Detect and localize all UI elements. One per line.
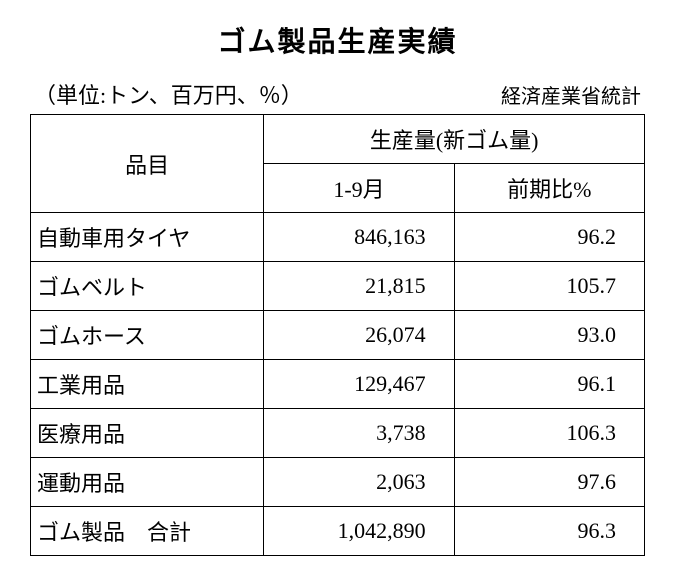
- item-cell: ゴムホース: [31, 311, 264, 360]
- compare-cell: 96.3: [454, 507, 644, 556]
- compare-cell: 105.7: [454, 262, 644, 311]
- compare-cell: 106.3: [454, 409, 644, 458]
- compare-cell: 97.6: [454, 458, 644, 507]
- unit-label: （単位:トン、百万円、％）: [34, 78, 303, 110]
- table-row: 工業用品 129,467 96.1: [31, 360, 645, 409]
- table-row-total: ゴム製品 合計 1,042,890 96.3: [31, 507, 645, 556]
- table-row: ゴムベルト 21,815 105.7: [31, 262, 645, 311]
- compare-cell: 96.1: [454, 360, 644, 409]
- value-cell: 129,467: [264, 360, 454, 409]
- table-row: 自動車用タイヤ 846,163 96.2: [31, 213, 645, 262]
- value-cell: 2,063: [264, 458, 454, 507]
- table-row: 運動用品 2,063 97.6: [31, 458, 645, 507]
- group-header: 生産量(新ゴム量): [264, 115, 645, 164]
- item-cell: 運動用品: [31, 458, 264, 507]
- item-cell: ゴムベルト: [31, 262, 264, 311]
- value-cell: 26,074: [264, 311, 454, 360]
- value-cell: 1,042,890: [264, 507, 454, 556]
- item-cell: 医療用品: [31, 409, 264, 458]
- production-table: 品目 生産量(新ゴム量) 1-9月 前期比% 自動車用タイヤ 846,163 9…: [30, 114, 645, 556]
- value-cell: 846,163: [264, 213, 454, 262]
- source-label: 経済産業省統計: [501, 80, 641, 109]
- item-cell: 自動車用タイヤ: [31, 213, 264, 262]
- item-header: 品目: [31, 115, 264, 213]
- value-cell: 3,738: [264, 409, 454, 458]
- compare-header: 前期比%: [454, 164, 644, 213]
- item-cell: 工業用品: [31, 360, 264, 409]
- table-header-row-1: 品目 生産量(新ゴム量): [31, 115, 645, 164]
- value-cell: 21,815: [264, 262, 454, 311]
- table-row: 医療用品 3,738 106.3: [31, 409, 645, 458]
- table-row: ゴムホース 26,074 93.0: [31, 311, 645, 360]
- subtitle-row: （単位:トン、百万円、％） 経済産業省統計: [30, 78, 645, 110]
- period-header: 1-9月: [264, 164, 454, 213]
- page-title: ゴム製品生産実績: [30, 20, 645, 60]
- item-cell: ゴム製品 合計: [31, 507, 264, 556]
- compare-cell: 96.2: [454, 213, 644, 262]
- compare-cell: 93.0: [454, 311, 644, 360]
